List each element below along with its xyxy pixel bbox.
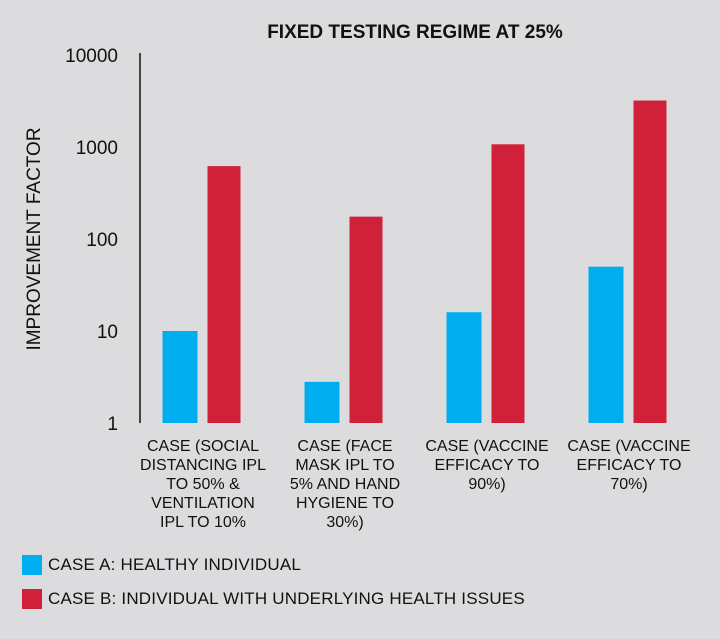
bar-case-b — [491, 144, 525, 423]
legend-entry-case-b: CASE B: INDIVIDUAL WITH UNDERLYING HEALT… — [22, 588, 702, 610]
legend-swatch-case-b — [22, 589, 42, 609]
bar-case-a — [162, 331, 198, 423]
y-tick-label: 10000 — [65, 46, 118, 67]
legend-label-case-a: CASE A: HEALTHY INDIVIDUAL — [48, 555, 302, 574]
x-tick-label: CASE (VACCINE EFFICACY TO 70%) — [567, 438, 690, 493]
bar-case-b — [349, 216, 383, 423]
legend-entry-case-a: CASE A: HEALTHY INDIVIDUAL — [22, 554, 702, 576]
bar-case-b — [207, 166, 241, 423]
x-tick-label: CASE (VACCINE EFFICACY TO 90%) — [425, 438, 548, 493]
y-axis-label: IMPROVEMENT FACTOR — [24, 127, 45, 350]
y-tick-label: 1 — [107, 414, 118, 435]
legend-label-case-b: CASE B: INDIVIDUAL WITH UNDERLYING HEALT… — [48, 589, 525, 608]
x-tick-label: CASE (SOCIAL DISTANCING IPL TO 50% & VENTIL… — [140, 438, 266, 531]
legend-swatch-case-a — [22, 555, 42, 575]
bar-case-a — [446, 312, 482, 423]
x-tick-label: CASE (FACE MASK IPL TO 5% AND HAND HYGIENE … — [290, 438, 400, 531]
y-tick-label: 1000 — [76, 138, 118, 159]
bar-case-a — [588, 266, 624, 423]
y-tick-label: 10 — [97, 322, 118, 343]
bar-case-a — [304, 381, 340, 423]
y-tick-label: 100 — [86, 230, 118, 251]
chart-title: FIXED TESTING REGIME AT 25% — [267, 22, 563, 43]
bar-case-b — [633, 100, 667, 424]
